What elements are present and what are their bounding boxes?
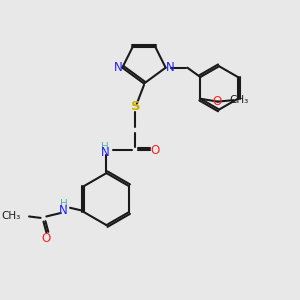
Text: H: H bbox=[60, 199, 68, 209]
Text: N: N bbox=[100, 146, 109, 159]
Text: N: N bbox=[114, 61, 122, 74]
Text: O: O bbox=[42, 232, 51, 245]
Text: N: N bbox=[59, 204, 68, 217]
Text: CH₃: CH₃ bbox=[1, 212, 20, 221]
Text: CH₃: CH₃ bbox=[230, 95, 249, 105]
Text: S: S bbox=[130, 100, 140, 113]
Text: O: O bbox=[212, 94, 222, 107]
Text: N: N bbox=[166, 61, 174, 74]
Text: H: H bbox=[101, 142, 109, 152]
Text: O: O bbox=[150, 143, 160, 157]
